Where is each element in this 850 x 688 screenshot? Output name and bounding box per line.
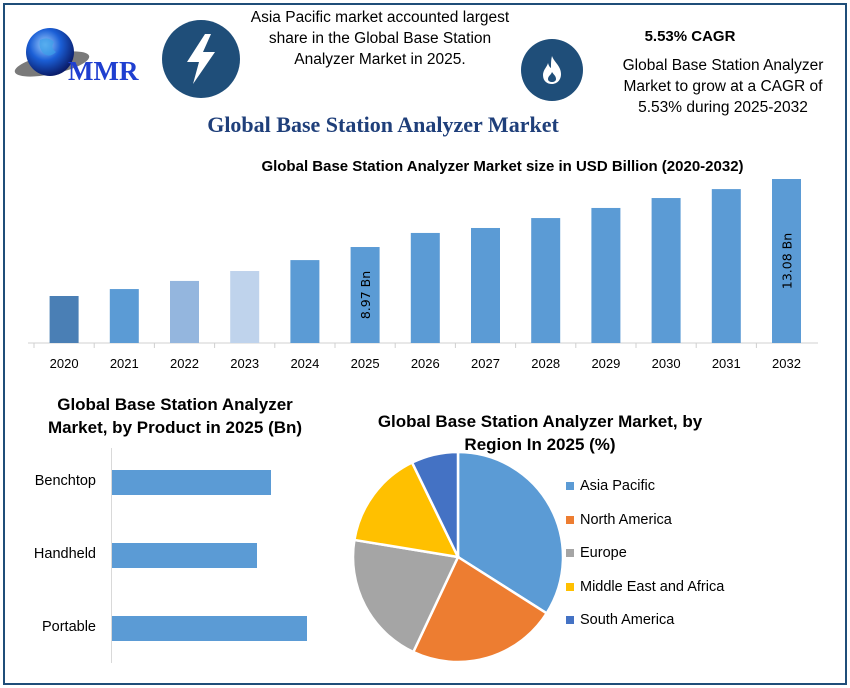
asia-pacific-info: Asia Pacific market accounted largest sh… <box>250 9 510 68</box>
bar-benchtop <box>112 470 271 495</box>
legend-item: Asia Pacific <box>566 478 655 494</box>
legend-label: Asia Pacific <box>580 478 655 494</box>
x-tick-label: 2031 <box>712 356 741 371</box>
bar-portable <box>112 616 307 641</box>
x-tick-label: 2024 <box>290 356 319 371</box>
y-axis <box>111 448 112 663</box>
legend-item: North America <box>566 512 672 528</box>
legend-swatch <box>566 582 574 591</box>
bar-2025 <box>350 247 380 343</box>
slice-europe <box>351 538 460 654</box>
data-label-2025: 8.97 Bn <box>358 271 373 319</box>
x-tick-label: 2021 <box>110 356 139 371</box>
legend-label: Middle East and Africa <box>580 578 725 595</box>
bar-2032 <box>772 179 801 343</box>
legend-item: South America <box>566 612 674 628</box>
bar-2020 <box>49 296 79 343</box>
bar-2030 <box>651 198 681 343</box>
bar-2026 <box>410 232 440 343</box>
x-tick-label: 2027 <box>471 356 500 371</box>
bar-2027 <box>471 227 500 343</box>
bar-2023 <box>230 271 260 343</box>
slice-middle-east-and-africa <box>352 460 461 559</box>
x-tick-label: 2025 <box>351 356 380 371</box>
bar-2024 <box>290 260 320 343</box>
legend-label: North America <box>580 511 672 528</box>
mmr-logo: MMR <box>12 22 157 92</box>
region-pie-chart <box>351 450 565 664</box>
market-size-chart-title: Global Base Station Analyzer Market size… <box>261 158 744 175</box>
slice-south-america <box>410 450 460 558</box>
legend-swatch <box>566 616 574 624</box>
legend-label: South America <box>580 612 675 628</box>
logo-text: MMR <box>68 56 139 86</box>
region-chart-title: Global Base Station Analyzer Market, by … <box>377 412 703 454</box>
legend-swatch <box>566 515 574 524</box>
legend-label: Europe <box>580 545 627 561</box>
bar-2031 <box>711 189 741 343</box>
cagr-title: 5.53% CAGR <box>644 28 736 45</box>
x-tick-label: 2029 <box>591 356 620 371</box>
legend-swatch <box>566 482 574 490</box>
category-label: Benchtop <box>34 473 96 489</box>
product-chart-title: Global Base Station Analyzer Market, by … <box>47 395 303 437</box>
main-title: Global Base Station Analyzer Market <box>207 112 559 137</box>
category-label: Handheld <box>33 546 96 562</box>
legend-swatch <box>566 549 574 557</box>
lightning-icon <box>162 20 240 98</box>
x-tick-label: 2028 <box>531 356 560 371</box>
bar-2028 <box>531 218 561 343</box>
bar-2021 <box>109 289 139 343</box>
market-size-chart: 2020 2021 2022 2023 2024 2025 8.97 Bn 2026 2027 2… <box>28 179 818 371</box>
x-tick-label: 2023 <box>230 356 259 371</box>
bar-2029 <box>591 207 621 343</box>
legend-item: Europe <box>566 545 627 561</box>
data-label-2032: 13.08 Bn <box>780 233 795 289</box>
infographic-frame <box>3 3 847 685</box>
x-tick-label: 2026 <box>411 356 440 371</box>
x-tick-label: 2022 <box>170 356 199 371</box>
x-tick-label: 2020 <box>50 356 79 371</box>
cagr-info: Global Base Station Analyzer Market to g… <box>622 57 824 116</box>
x-tick-label: 2030 <box>652 356 681 371</box>
bar-handheld <box>112 543 257 568</box>
category-label: Portable <box>41 619 96 635</box>
flame-icon <box>521 39 583 101</box>
legend-item: Middle East and Africa <box>566 579 724 595</box>
x-tick-label: 2032 <box>772 356 801 371</box>
bar-2022 <box>170 280 199 343</box>
